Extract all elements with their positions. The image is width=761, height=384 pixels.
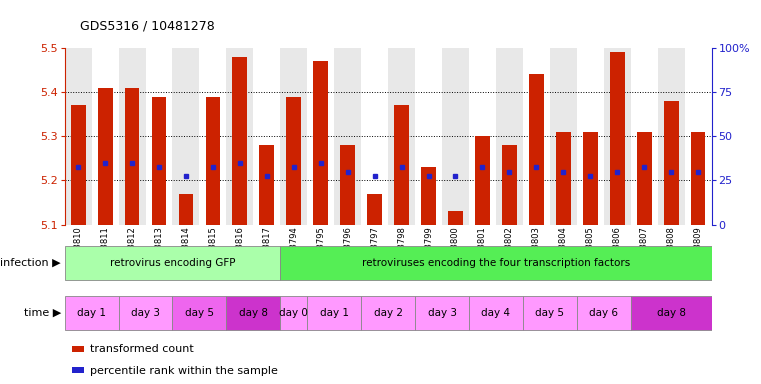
Bar (368, 194, 382, 225)
Bar (125, 88, 139, 225)
Text: day 3: day 3 (428, 308, 457, 318)
Text: day 1: day 1 (77, 308, 106, 318)
Bar (469, 48, 496, 225)
Bar (173, 48, 199, 225)
Bar (97, 88, 113, 225)
Bar (286, 96, 301, 225)
Bar (280, 48, 307, 225)
Text: day 3: day 3 (131, 308, 160, 318)
Bar (475, 136, 490, 225)
Bar (361, 296, 415, 330)
Bar (603, 48, 631, 225)
Text: day 6: day 6 (589, 308, 618, 318)
Bar (637, 132, 651, 225)
Bar (523, 296, 577, 330)
Bar (314, 61, 328, 225)
Bar (415, 296, 469, 330)
Bar (91, 48, 119, 225)
Bar (421, 167, 436, 225)
Text: day 1: day 1 (320, 308, 349, 318)
Bar (685, 48, 712, 225)
Bar (199, 48, 227, 225)
Bar (583, 132, 597, 225)
Bar (280, 246, 712, 280)
Bar (119, 48, 145, 225)
Bar (577, 296, 631, 330)
Bar (442, 48, 469, 225)
Text: time ▶: time ▶ (24, 308, 61, 318)
Text: day 4: day 4 (482, 308, 511, 318)
Bar (145, 48, 173, 225)
Bar (232, 57, 247, 225)
Bar (227, 296, 280, 330)
Bar (448, 211, 463, 225)
Bar (119, 296, 173, 330)
Bar (307, 296, 361, 330)
Bar (556, 132, 571, 225)
Bar (334, 48, 361, 225)
Bar (610, 52, 625, 225)
Bar (577, 48, 603, 225)
Bar (65, 296, 119, 330)
Text: day 5: day 5 (185, 308, 214, 318)
Text: day 8: day 8 (657, 308, 686, 318)
Text: infection ▶: infection ▶ (0, 258, 61, 268)
Bar (151, 96, 167, 225)
Text: retroviruses encoding the four transcription factors: retroviruses encoding the four transcrip… (361, 258, 630, 268)
Bar (496, 48, 523, 225)
Text: day 8: day 8 (239, 308, 268, 318)
Bar (631, 48, 658, 225)
Text: retrovirus encoding GFP: retrovirus encoding GFP (110, 258, 235, 268)
Text: day 2: day 2 (374, 308, 403, 318)
Bar (65, 246, 280, 280)
Bar (523, 48, 550, 225)
Text: transformed count: transformed count (90, 344, 193, 354)
Bar (691, 132, 705, 225)
Bar (65, 48, 91, 225)
Bar (205, 96, 221, 225)
Bar (631, 296, 712, 330)
Text: day 5: day 5 (535, 308, 565, 318)
Bar (307, 48, 334, 225)
Bar (361, 48, 388, 225)
Bar (260, 145, 274, 225)
Bar (415, 48, 442, 225)
Bar (340, 145, 355, 225)
Bar (227, 48, 253, 225)
Bar (394, 105, 409, 225)
Bar (280, 296, 307, 330)
Bar (71, 105, 85, 225)
Bar (550, 48, 577, 225)
Bar (179, 194, 193, 225)
Bar (469, 296, 523, 330)
Bar (173, 296, 227, 330)
Text: GDS5316 / 10481278: GDS5316 / 10481278 (80, 20, 215, 33)
Bar (664, 101, 679, 225)
Bar (658, 48, 685, 225)
Text: day 0: day 0 (279, 308, 308, 318)
Bar (502, 145, 517, 225)
Bar (388, 48, 415, 225)
Text: percentile rank within the sample: percentile rank within the sample (90, 366, 278, 376)
Bar (529, 74, 544, 225)
Bar (253, 48, 280, 225)
